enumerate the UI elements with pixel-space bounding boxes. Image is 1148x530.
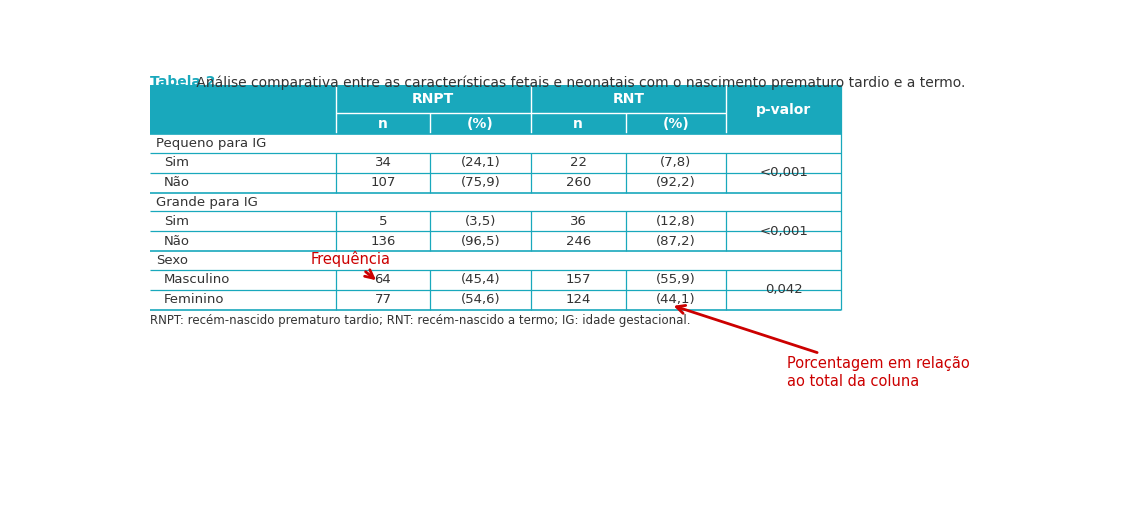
Text: 260: 260 <box>566 176 591 189</box>
Text: Análise comparativa entre as características fetais e neonatais com o nascimento: Análise comparativa entre as característ… <box>192 75 965 90</box>
Text: (87,2): (87,2) <box>656 235 696 248</box>
Text: (75,9): (75,9) <box>460 176 501 189</box>
Text: 136: 136 <box>371 235 396 248</box>
Text: (24,1): (24,1) <box>460 156 501 170</box>
Text: Porcentagem em relação
ao total da coluna: Porcentagem em relação ao total da colun… <box>676 305 970 388</box>
Text: Sexo: Sexo <box>156 254 188 267</box>
Text: (7,8): (7,8) <box>660 156 691 170</box>
Text: Tabela 2: Tabela 2 <box>149 75 215 89</box>
Text: 77: 77 <box>374 294 391 306</box>
Text: Feminino: Feminino <box>164 294 224 306</box>
Bar <box>149 85 841 135</box>
Text: 34: 34 <box>374 156 391 170</box>
Bar <box>149 173 841 193</box>
Text: <0,001: <0,001 <box>759 225 808 238</box>
Text: p-valor: p-valor <box>757 103 812 117</box>
Text: (55,9): (55,9) <box>656 273 696 287</box>
Text: RNPT: recém-nascido prematuro tardio; RNT: recém-nascido a termo; IG: idade gest: RNPT: recém-nascido prematuro tardio; RN… <box>149 314 690 328</box>
Text: (%): (%) <box>662 117 689 131</box>
Text: Não: Não <box>164 176 189 189</box>
Text: 0,042: 0,042 <box>765 284 802 296</box>
Text: (12,8): (12,8) <box>656 215 696 228</box>
Text: 22: 22 <box>569 156 587 170</box>
Bar <box>149 232 841 251</box>
Text: 157: 157 <box>566 273 591 287</box>
Text: n: n <box>378 117 388 131</box>
Text: RNT: RNT <box>613 92 645 106</box>
Text: Sim: Sim <box>164 156 188 170</box>
Text: (3,5): (3,5) <box>465 215 496 228</box>
Text: Sim: Sim <box>164 215 188 228</box>
Text: (92,2): (92,2) <box>656 176 696 189</box>
Bar <box>149 135 841 153</box>
Text: 36: 36 <box>569 215 587 228</box>
Text: (96,5): (96,5) <box>460 235 501 248</box>
Text: RNPT: RNPT <box>412 92 455 106</box>
Text: Pequeno para IG: Pequeno para IG <box>156 137 266 150</box>
Text: Masculino: Masculino <box>164 273 230 287</box>
Text: Frequência: Frequência <box>310 251 390 278</box>
Text: (54,6): (54,6) <box>460 294 501 306</box>
Text: 64: 64 <box>374 273 391 287</box>
Text: Grande para IG: Grande para IG <box>156 196 258 209</box>
Text: n: n <box>573 117 583 131</box>
Bar <box>149 193 841 211</box>
Text: 246: 246 <box>566 235 591 248</box>
Bar <box>149 211 841 232</box>
Bar <box>149 153 841 173</box>
Text: Não: Não <box>164 235 189 248</box>
Text: <0,001: <0,001 <box>759 166 808 180</box>
Text: 124: 124 <box>566 294 591 306</box>
Text: (45,4): (45,4) <box>460 273 501 287</box>
Text: (%): (%) <box>467 117 494 131</box>
Text: 5: 5 <box>379 215 387 228</box>
Text: 107: 107 <box>371 176 396 189</box>
Bar <box>149 270 841 290</box>
Text: (44,1): (44,1) <box>657 294 696 306</box>
Bar <box>149 251 841 270</box>
Bar <box>149 290 841 310</box>
